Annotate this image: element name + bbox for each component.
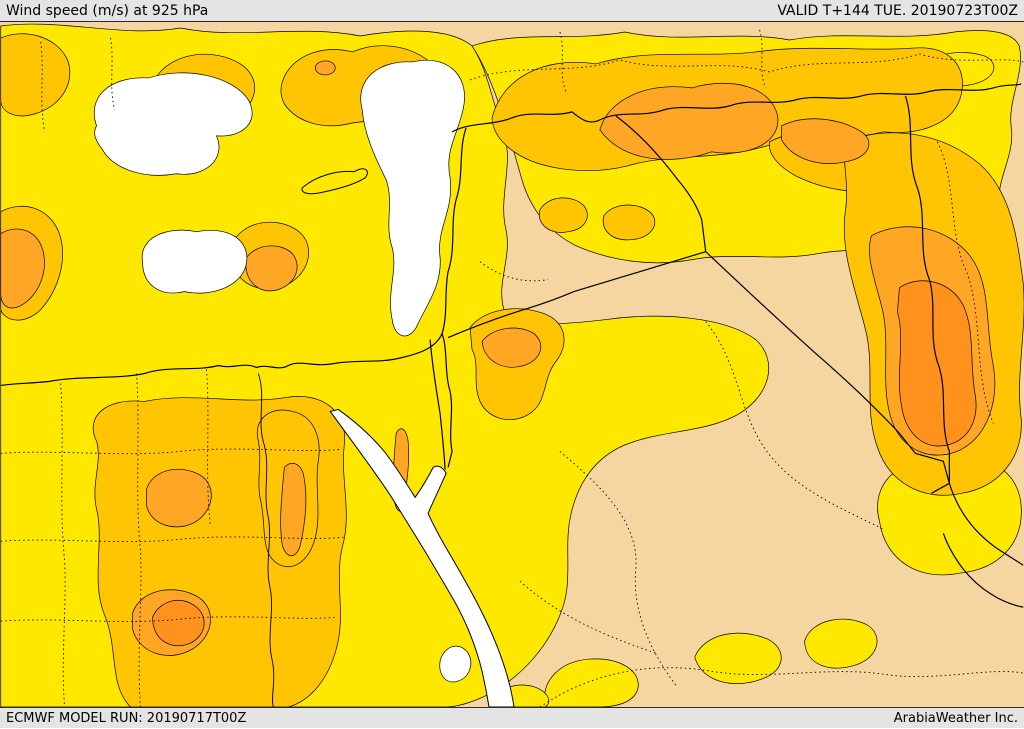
border-sinai-israel xyxy=(429,339,446,470)
country-borders xyxy=(0,83,1024,608)
admin-line xyxy=(936,141,994,424)
map-canvas xyxy=(0,22,1024,707)
border-syria-iraq xyxy=(615,115,707,252)
border-jordan-valley xyxy=(441,333,453,468)
contour-region xyxy=(804,618,878,669)
river-line xyxy=(257,373,275,707)
contour-region xyxy=(538,197,588,233)
contour-region xyxy=(897,280,977,447)
border-iraq-iran xyxy=(904,95,950,484)
admin-line xyxy=(0,448,341,455)
admin-line xyxy=(469,53,1024,81)
border-jordan-iraq xyxy=(573,251,706,293)
admin-line xyxy=(479,261,549,282)
border-jordan-north xyxy=(447,291,575,339)
contour-region xyxy=(0,33,71,117)
island-outline xyxy=(301,168,368,195)
coast-levant-egypt xyxy=(0,127,467,387)
attribution-label: ArabiaWeather Inc. xyxy=(893,710,1018,726)
admin-line xyxy=(205,369,211,526)
valid-time-label: VALID T+144 TUE. 20190723T00Z xyxy=(777,2,1018,19)
admin-line xyxy=(40,37,116,132)
admin-line xyxy=(539,667,1024,707)
admin-line xyxy=(559,451,677,686)
coast-persian-gulf xyxy=(942,483,1024,608)
contour-region xyxy=(439,645,472,683)
contour-region xyxy=(93,72,253,176)
contour-region xyxy=(602,204,656,241)
wind-band-orange-strong xyxy=(152,280,977,647)
map-footer: ECMWF MODEL RUN: 20190717T00Z ArabiaWeat… xyxy=(0,707,1024,728)
contour-region xyxy=(146,468,212,528)
border-kuwait xyxy=(915,452,951,494)
contour-spot xyxy=(314,60,336,76)
contour-region xyxy=(481,327,542,368)
map-header: Wind speed (m/s) at 925 hPa VALID T+144 … xyxy=(0,0,1024,22)
calm-white-areas xyxy=(93,60,472,683)
admin-line xyxy=(519,580,656,654)
admin-line xyxy=(559,29,767,93)
nile-river xyxy=(257,373,275,707)
admin-borders-dotted xyxy=(0,29,1024,707)
admin-line xyxy=(0,536,345,543)
contour-region xyxy=(543,658,639,707)
model-run-label: ECMWF MODEL RUN: 20190717T00Z xyxy=(6,710,247,726)
contour-region xyxy=(694,632,782,684)
red-sea-shape xyxy=(329,408,515,707)
contour-region xyxy=(141,229,248,294)
border-iraq-saudi xyxy=(705,251,916,454)
border-turkey xyxy=(451,83,1022,133)
contour-region xyxy=(781,118,870,164)
contour-region xyxy=(360,60,465,337)
map-title: Wind speed (m/s) at 925 hPa xyxy=(6,2,209,19)
weather-map-svg xyxy=(0,22,1024,707)
contour-region xyxy=(280,463,307,557)
contour-region xyxy=(245,245,298,292)
cyprus-outline xyxy=(301,168,368,195)
admin-line xyxy=(0,616,337,622)
red-sea-coastline xyxy=(329,408,515,707)
contour-region xyxy=(0,228,45,309)
contour-region xyxy=(152,599,205,647)
